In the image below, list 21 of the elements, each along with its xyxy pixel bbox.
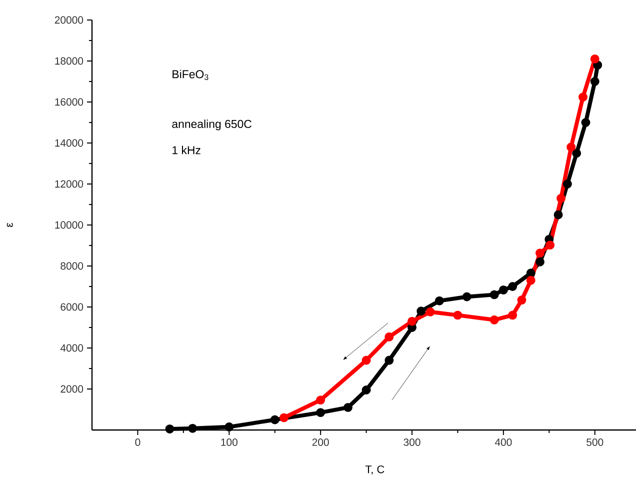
annotation: annealing 650C (172, 120, 252, 130)
y-tick-label: 8000 (60, 262, 84, 270)
x-tick-label: 300 (404, 438, 420, 446)
annotation: BiFeO$_{3}$ (172, 70, 208, 80)
x-tick-label: 0 (135, 438, 140, 446)
y-tick-label: 18000 (55, 57, 84, 65)
y-axis-title: ε (6, 222, 13, 228)
y-tick-label: 4000 (60, 344, 84, 352)
y-tick-label: 16000 (55, 98, 84, 106)
y-tick-label: 2000 (60, 385, 84, 393)
x-tick-label: 500 (586, 438, 604, 446)
y-tick-label: 14000 (55, 139, 84, 147)
y-tick-label: 20000 (54, 16, 84, 24)
x-tick-label: 200 (312, 438, 329, 446)
y-tick-label: 6000 (60, 303, 84, 311)
y-tick-label: 12000 (55, 180, 84, 188)
annotation: 1 kHz (172, 146, 200, 154)
x-axis-title: T, C (365, 465, 384, 475)
x-tick-label: 100 (221, 438, 238, 446)
y-tick-label: 10000 (55, 221, 84, 229)
x-tick-label: 400 (494, 438, 512, 446)
